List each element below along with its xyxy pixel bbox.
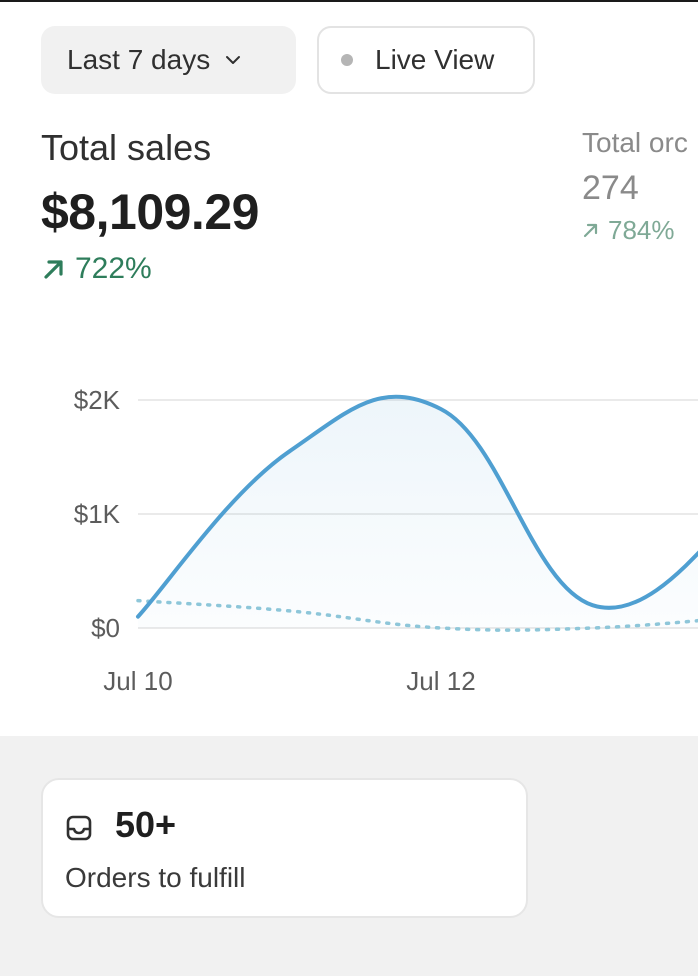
total-orders-change: 784% xyxy=(582,214,688,246)
live-status-dot-icon xyxy=(341,54,353,66)
orders-to-fulfill-count: 50+ xyxy=(115,804,177,845)
date-range-label: Last 7 days xyxy=(67,44,211,75)
x-tick-label: Jul 10 xyxy=(103,666,172,696)
total-orders-change-value: 784% xyxy=(608,215,675,245)
date-range-button[interactable]: Last 7 days xyxy=(41,26,296,94)
y-tick-label: $1K xyxy=(74,499,121,529)
chevron-down-icon xyxy=(226,56,241,64)
total-orders-label: Total orc xyxy=(582,127,688,158)
total-orders-value: 274 xyxy=(582,169,639,207)
total-sales-change: 722% xyxy=(41,250,259,288)
arrow-up-right-icon xyxy=(583,223,598,238)
arrow-up-right-icon xyxy=(44,260,63,279)
total-orders-metric[interactable]: Total orc 274 784% xyxy=(582,126,688,246)
y-tick-label: $0 xyxy=(91,613,120,643)
total-sales-label: Total sales xyxy=(41,127,212,168)
total-sales-metric[interactable]: Total sales $8,109.29 722% xyxy=(41,126,259,288)
live-view-button[interactable]: Live View xyxy=(317,26,535,94)
top-divider xyxy=(0,0,698,2)
total-sales-change-value: 722% xyxy=(75,252,152,285)
orders-to-fulfill-card[interactable]: 50+ Orders to fulfill xyxy=(41,778,528,918)
sales-series-line xyxy=(136,394,698,619)
inbox-icon xyxy=(66,815,92,841)
orders-to-fulfill-label: Orders to fulfill xyxy=(65,862,246,893)
x-tick-label: Jul 12 xyxy=(406,666,475,696)
total-sales-value: $8,109.29 xyxy=(41,184,259,240)
series-area xyxy=(138,396,698,628)
live-view-label: Live View xyxy=(375,44,495,75)
y-tick-label: $2K xyxy=(74,385,121,415)
sales-line-chart: $0 $1K $2K Jul 10 Jul 12 xyxy=(74,385,698,696)
